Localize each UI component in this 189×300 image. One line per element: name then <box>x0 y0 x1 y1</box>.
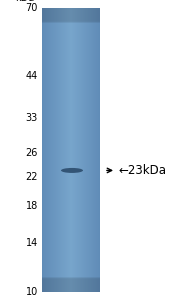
Text: 14: 14 <box>26 238 38 248</box>
Text: kDa: kDa <box>15 0 34 3</box>
Text: 18: 18 <box>26 201 38 211</box>
Ellipse shape <box>61 168 83 173</box>
Text: 26: 26 <box>26 148 38 158</box>
Text: 70: 70 <box>26 3 38 13</box>
Text: 44: 44 <box>26 71 38 81</box>
Text: 33: 33 <box>26 113 38 123</box>
Text: ←23kDa: ←23kDa <box>118 164 166 177</box>
Text: 22: 22 <box>26 172 38 182</box>
Text: 10: 10 <box>26 287 38 297</box>
